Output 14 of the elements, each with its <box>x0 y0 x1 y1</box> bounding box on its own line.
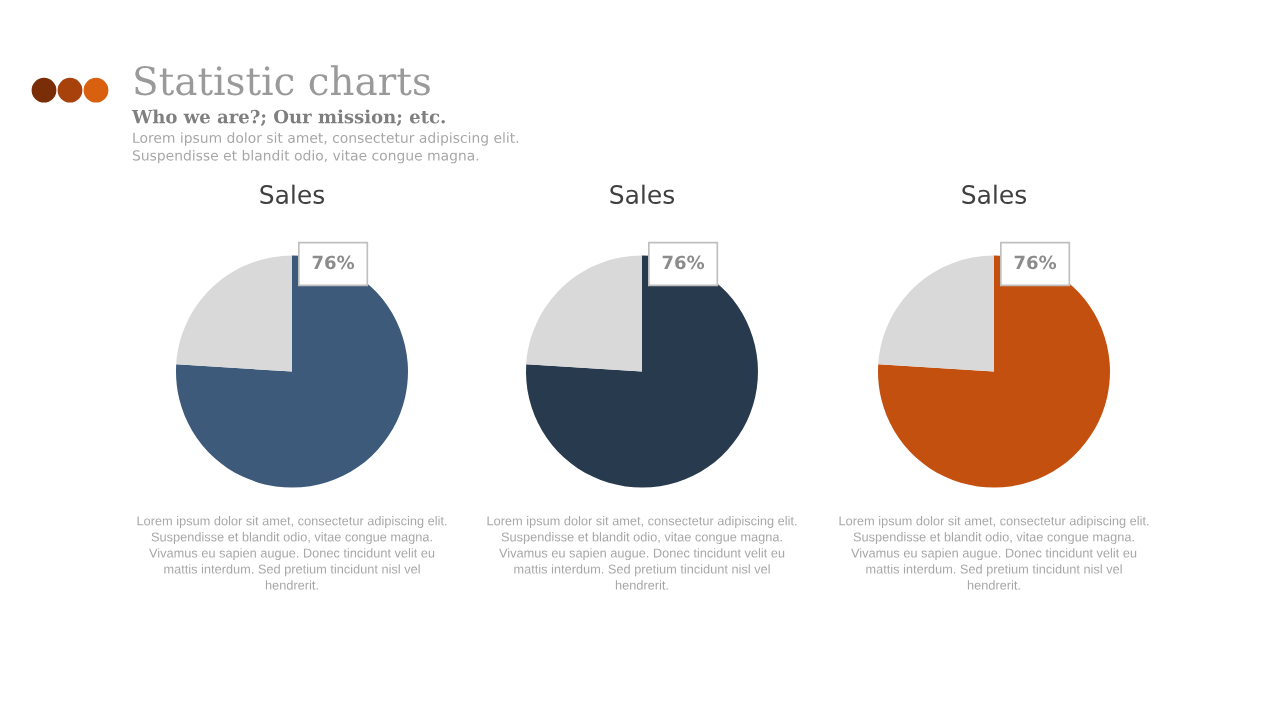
pie-slice <box>176 255 408 488</box>
data-label: 76% <box>662 255 705 270</box>
chart-title: Sales <box>260 184 325 204</box>
chart-title: Sales <box>610 184 675 204</box>
pie-slice <box>526 255 642 372</box>
pie-slice <box>176 255 292 372</box>
chart-title: Sales <box>962 184 1027 204</box>
data-label: 76% <box>312 255 355 270</box>
text: Statistic charts <box>135 65 430 96</box>
pie-slice <box>878 255 1110 488</box>
text: Who we are?; Our mission; etc. <box>131 109 445 127</box>
pie-slice <box>878 255 994 372</box>
data-label: 76% <box>1014 255 1057 270</box>
pie-slice <box>526 255 758 488</box>
